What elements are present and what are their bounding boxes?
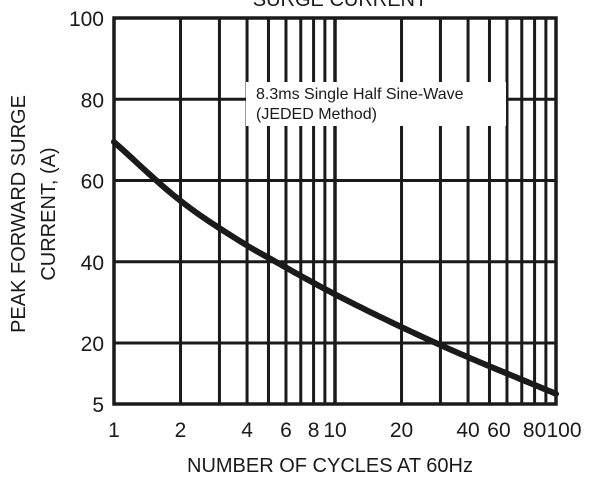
x-tick-label: 4 [241, 419, 253, 442]
x-tick-label: 60 [487, 419, 510, 442]
y-tick-label: 40 [81, 252, 104, 275]
x-tick-label: 2 [175, 419, 187, 442]
x-axis-label: NUMBER OF CYCLES AT 60Hz [187, 455, 473, 477]
surge-current-curve [111, 138, 559, 397]
y-tick-label: 60 [81, 171, 104, 194]
plot-frame [112, 16, 558, 406]
x-tick-label: 40 [456, 419, 479, 442]
y-axis-label-line-2: CURRENT, (A) [38, 147, 60, 280]
chart-title: SURGE CURRENT [253, 0, 427, 11]
x-tick-label: 80 [523, 419, 546, 442]
annotation-line-1: 8.3ms Single Half Sine-Wave [256, 86, 464, 103]
annotation-line-2: (JEDED Method) [256, 106, 377, 123]
x-tick-label: 6 [280, 419, 292, 442]
y-tick-label: 80 [81, 89, 104, 112]
x-tick-label: 20 [390, 419, 413, 442]
x-tick-label: 8 [308, 419, 320, 442]
y-tick-label: 100 [69, 8, 104, 31]
annotation-background [246, 82, 506, 126]
y-tick-label: 5 [92, 394, 104, 417]
x-tick-label: 100 [546, 419, 581, 442]
x-tick-label: 10 [323, 419, 346, 442]
y-tick-label: 20 [81, 333, 104, 356]
x-tick-labels: 1 2 4 6 8 10 20 40 60 80 100 [108, 419, 581, 442]
y-axis-label-line-1: PEAK FORWARD SURGE [8, 95, 30, 333]
annotation-box: 8.3ms Single Half Sine-Wave (JEDED Metho… [246, 82, 506, 126]
x-gridlines [179, 18, 548, 404]
y-tick-labels: 5 20 40 60 80 100 [69, 8, 104, 417]
x-tick-label: 1 [108, 419, 120, 442]
